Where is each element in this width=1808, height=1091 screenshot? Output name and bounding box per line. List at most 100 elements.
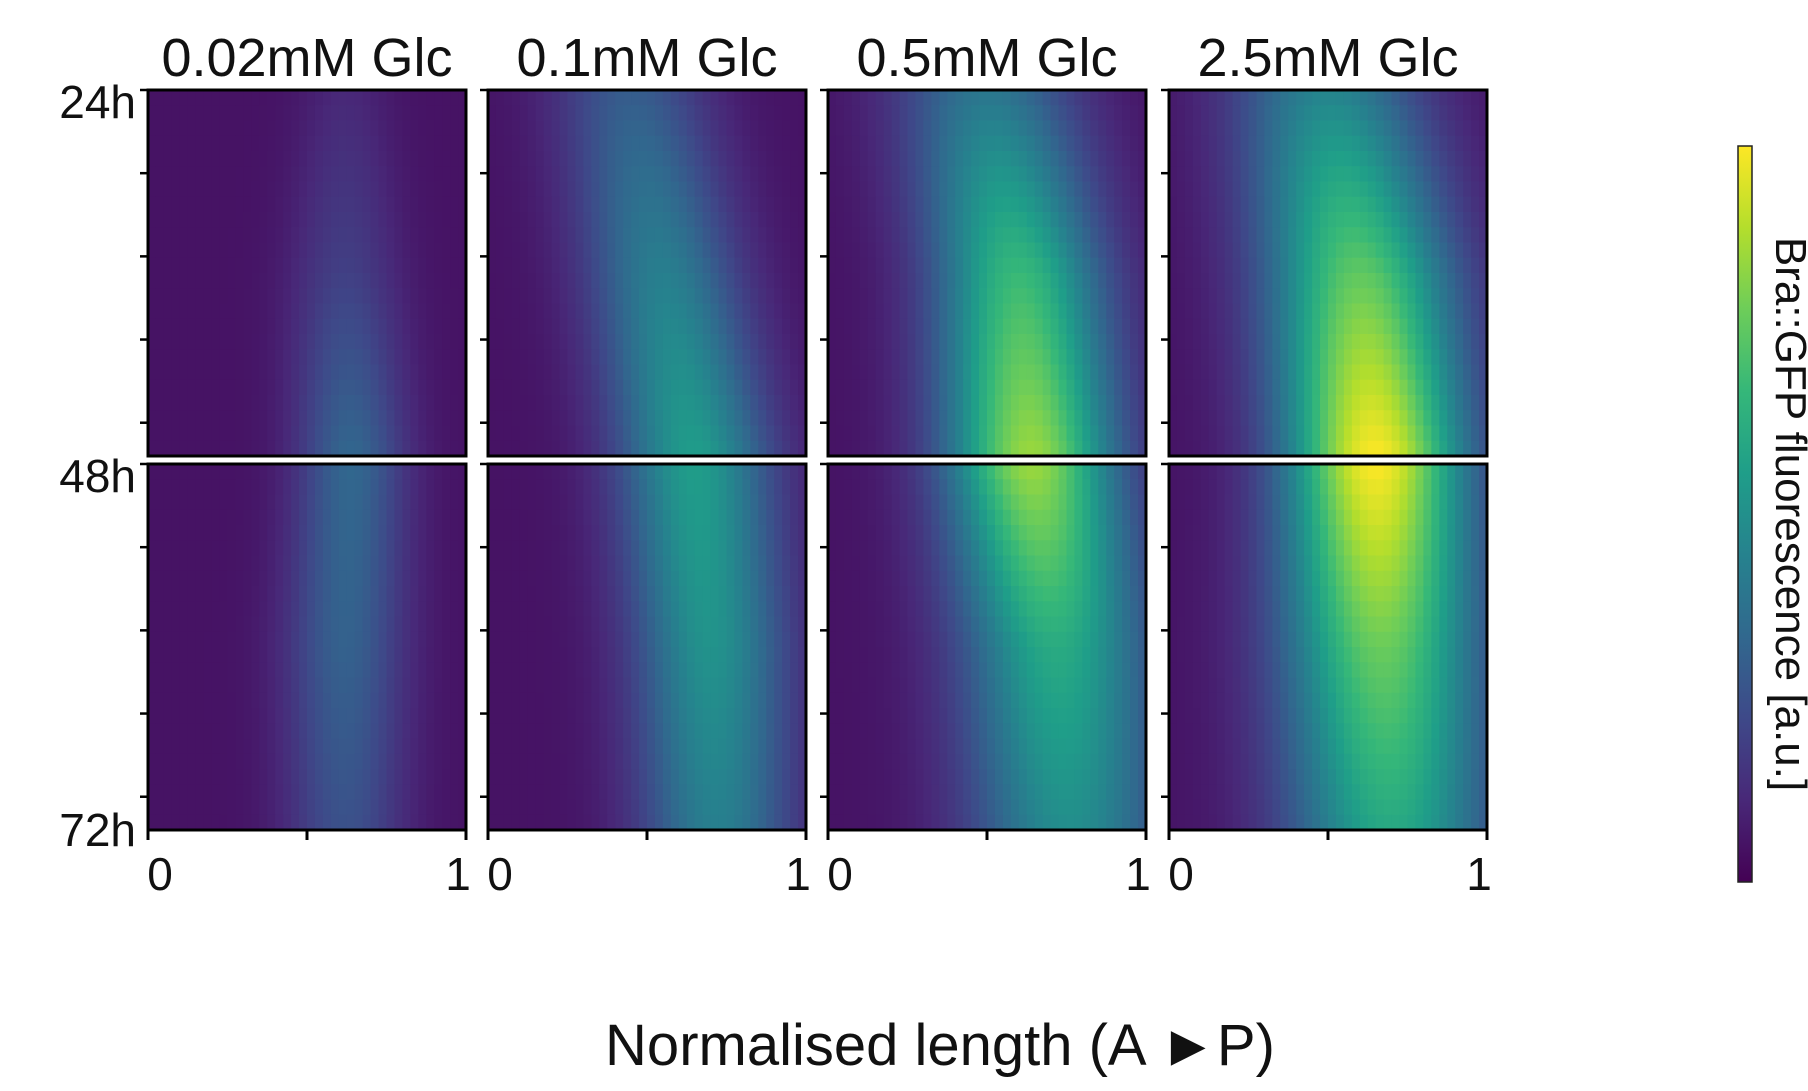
heatmap-cell	[243, 708, 252, 724]
heatmap-cell	[567, 440, 577, 457]
heatmap-cell	[219, 769, 229, 785]
heatmap-cell	[434, 318, 443, 335]
heatmap-cell	[782, 494, 791, 511]
heatmap-cell	[647, 120, 656, 137]
heatmap-cell	[559, 334, 569, 350]
heatmap-cell	[211, 738, 221, 755]
heatmap-cell	[1122, 120, 1131, 137]
heatmap-cell	[267, 318, 276, 335]
heatmap-cell	[987, 90, 996, 106]
heatmap-cell	[354, 379, 364, 396]
heatmap-cell	[410, 464, 419, 480]
heatmap-cell	[378, 425, 388, 442]
heatmap-cell	[742, 379, 751, 396]
heatmap-cell	[1138, 90, 1147, 106]
heatmap-cell	[227, 303, 237, 320]
heatmap-cell	[259, 464, 268, 480]
heatmap-cell	[511, 303, 521, 320]
heatmap-cell	[686, 677, 696, 694]
heatmap-cell	[994, 90, 1004, 106]
heatmap-cell	[670, 616, 680, 633]
heatmap-cell	[790, 647, 799, 663]
heatmap-cell	[599, 540, 608, 557]
heatmap-cell	[503, 349, 513, 366]
heatmap-cell	[314, 212, 324, 228]
heatmap-cell	[370, 212, 380, 228]
heatmap-cell	[410, 799, 419, 816]
heatmap-cell	[1026, 227, 1036, 244]
heatmap-cell	[488, 318, 497, 335]
heatmap-cell	[851, 257, 861, 274]
heatmap-cell	[750, 120, 759, 137]
heatmap-cell	[1026, 135, 1036, 152]
heatmap-cell	[947, 212, 956, 228]
heatmap-cell	[1138, 227, 1147, 244]
heatmap-cell	[575, 570, 584, 587]
heatmap-cell	[758, 288, 767, 305]
heatmap-cell	[923, 318, 932, 335]
heatmap-cell	[1002, 166, 1012, 183]
heatmap-cell	[346, 379, 356, 396]
heatmap-cell	[155, 753, 165, 770]
heatmap-cell	[647, 151, 656, 167]
heatmap-cell	[299, 151, 308, 167]
heatmap-cell	[299, 242, 308, 259]
heatmap-cell	[330, 120, 340, 137]
heatmap-cell	[798, 509, 807, 526]
heatmap-cell	[527, 753, 537, 770]
heatmap-cell	[891, 257, 901, 274]
heatmap-cell	[686, 135, 696, 152]
heatmap-cell	[726, 440, 736, 457]
heatmap-cell	[583, 662, 592, 679]
heatmap-cell	[726, 753, 736, 770]
heatmap-cell	[963, 212, 972, 228]
heatmap-cell	[883, 212, 893, 228]
heatmap-cell	[875, 334, 885, 350]
heatmap-cell	[599, 334, 608, 350]
heatmap-cell	[227, 181, 237, 198]
heatmap-cell	[259, 242, 268, 259]
heatmap-cell	[654, 631, 664, 648]
heatmap-cell	[1042, 196, 1052, 213]
heatmap-cell	[599, 105, 608, 122]
heatmap-cell	[251, 410, 260, 427]
heatmap-cell	[330, 318, 340, 335]
heatmap-cell	[362, 723, 372, 740]
heatmap-cell	[346, 151, 356, 167]
heatmap-cell	[235, 570, 244, 587]
heatmap-cell	[370, 273, 380, 289]
heatmap-cell	[583, 708, 592, 724]
heatmap-cell	[1042, 212, 1052, 228]
heatmap-cell	[710, 425, 720, 442]
heatmap-cell	[1018, 90, 1028, 106]
heatmap-cell	[519, 784, 529, 801]
heatmap-cell	[583, 494, 592, 511]
heatmap-cell	[1010, 212, 1020, 228]
heatmap-cell	[742, 120, 751, 137]
heatmap-cell	[734, 784, 743, 801]
heatmap-cell	[686, 509, 696, 526]
heatmap-cell	[458, 257, 467, 274]
heatmap-cell	[551, 90, 561, 106]
heatmap-cell	[1018, 212, 1028, 228]
heatmap-cell	[1114, 425, 1123, 442]
heatmap-cell	[1042, 105, 1052, 122]
heatmap-cell	[394, 166, 403, 183]
heatmap-cell	[931, 318, 940, 335]
heatmap-cell	[394, 242, 403, 259]
heatmap-cell	[583, 769, 592, 785]
heatmap-cell	[591, 753, 600, 770]
heatmap-cell	[955, 120, 964, 137]
heatmap-cell	[851, 151, 861, 167]
heatmap-cell	[338, 151, 348, 167]
heatmap-cell	[615, 586, 624, 602]
heatmap-cell	[718, 540, 728, 557]
heatmap-cell	[195, 318, 205, 335]
heatmap-cell	[907, 120, 917, 137]
heatmap-cell	[835, 166, 845, 183]
heatmap-cell	[511, 647, 521, 663]
heatmap-cell	[291, 753, 300, 770]
heatmap-cell	[883, 181, 893, 198]
heatmap-cell	[418, 90, 427, 106]
heatmap-cell	[1114, 166, 1123, 183]
